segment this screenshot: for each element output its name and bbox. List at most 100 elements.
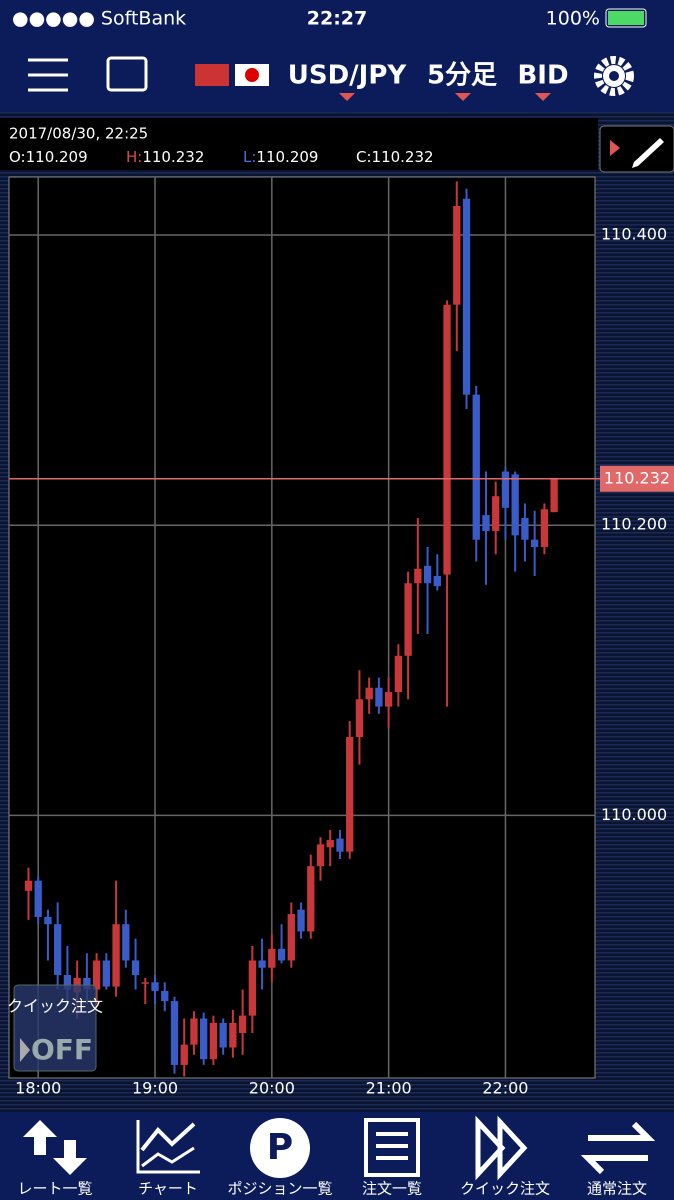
battery-fill: [608, 11, 644, 25]
candle-body: [102, 960, 110, 987]
carrier: ●●●●● SoftBank: [12, 8, 186, 30]
candle-body: [151, 982, 159, 991]
candle-body: [238, 1015, 247, 1034]
clock: 22:27: [307, 8, 367, 30]
candle-body: [63, 974, 72, 990]
high-value: 110.232: [142, 148, 204, 166]
menu-button[interactable]: [28, 58, 68, 92]
timeframe-selector[interactable]: 5分足: [427, 61, 497, 91]
candle-body: [54, 924, 62, 975]
candle-body: [423, 565, 432, 584]
dropdown-arrows: [339, 93, 551, 101]
candle-body: [112, 924, 120, 987]
candle-body: [83, 977, 91, 990]
y-tick-label: 110.400: [601, 225, 667, 244]
x-tick-label: 21:00: [366, 1079, 412, 1098]
quick-order-label: クイック注文: [7, 997, 103, 1016]
candle-body: [297, 909, 305, 932]
x-tick-label: 22:00: [482, 1079, 528, 1098]
ohlc-readout: O:110.209 H:110.232 L:110.209 C:110.232: [9, 148, 434, 166]
pair-selector[interactable]: USD/JPY: [288, 61, 408, 91]
candle-body: [472, 394, 480, 540]
candle-body: [530, 539, 539, 547]
tab-label: 注文一覧: [362, 1180, 422, 1198]
low-value: 110.209: [256, 148, 318, 166]
battery-level: 100%: [546, 8, 600, 30]
candle-body: [268, 948, 276, 968]
candle-body: [209, 1022, 218, 1060]
side-selector[interactable]: BID: [517, 61, 568, 91]
candle-body: [200, 1018, 208, 1060]
chart: 18:00 19:00 20:00 21:00 22:00 110.000 110.200 1…: [9, 177, 674, 1098]
draw-tool-button[interactable]: [599, 125, 674, 173]
candle-body: [219, 1022, 227, 1048]
header-bg: [0, 0, 674, 112]
candle-body: [365, 687, 373, 700]
x-tick-label: 18:00: [15, 1079, 61, 1098]
candle-body: [34, 880, 42, 917]
layout-button[interactable]: [106, 56, 148, 92]
candle-datetime: 2017/08/30, 22:25: [9, 125, 148, 143]
info-bg: [0, 118, 598, 170]
candle-body: [443, 304, 451, 575]
candle-body: [326, 840, 334, 848]
current-price-label: 110.232: [604, 468, 670, 487]
close-label: C:: [356, 148, 372, 166]
candle-body: [122, 924, 130, 961]
tab-bar: [0, 1112, 674, 1200]
tab-label: チャート: [138, 1180, 198, 1198]
battery-icon: [605, 8, 647, 28]
candle-body: [482, 515, 490, 532]
candle-body: [511, 474, 519, 536]
candle-body: [170, 1001, 179, 1065]
candle-body: [414, 568, 422, 584]
y-tick-label: 110.000: [601, 805, 667, 824]
candle-body: [375, 687, 383, 707]
x-tick-label: 19:00: [132, 1079, 178, 1098]
tab-label: クイック注文: [460, 1180, 550, 1198]
candle-body: [462, 198, 471, 395]
candle-body: [492, 496, 500, 532]
y-tick-label: 110.200: [601, 515, 667, 534]
tab-label: レート一覧: [17, 1180, 92, 1198]
candle-body: [433, 575, 441, 587]
tab-label: 通常注文: [587, 1180, 647, 1198]
candle-body: [307, 866, 315, 932]
candle-body: [501, 471, 510, 508]
candle-body: [287, 914, 295, 961]
x-tick-label: 20:00: [249, 1079, 295, 1098]
candle-body: [550, 478, 558, 513]
candle-body: [141, 982, 149, 984]
settings-button[interactable]: [594, 56, 634, 96]
candle-body: [44, 916, 52, 925]
candle-body: [190, 1018, 198, 1045]
high-label: H:: [126, 148, 142, 166]
candle-body: [258, 960, 266, 968]
candle-body: [540, 509, 549, 547]
candle-body: [92, 960, 101, 990]
svg-text:P: P: [267, 1127, 293, 1168]
candle-body: [316, 844, 325, 867]
candle-body: [346, 737, 354, 852]
candle-body: [404, 583, 412, 656]
open-value: 110.209: [26, 148, 88, 166]
quick-order-state: OFF: [31, 1033, 93, 1066]
candle-body: [384, 692, 393, 707]
candle-body: [336, 838, 344, 852]
candle-body: [161, 990, 169, 1002]
jp-flag-dot: [245, 68, 259, 82]
candle-body: [131, 960, 140, 975]
tab-icons: P: [23, 1115, 656, 1181]
candle-body: [229, 1022, 237, 1048]
candle-body: [453, 206, 461, 305]
us-flag: [195, 64, 229, 86]
candle-body: [24, 880, 33, 891]
candle-body: [521, 517, 529, 540]
close-value: 110.232: [372, 148, 434, 166]
quick-order-toggle[interactable]: クイック注文 OFF: [7, 984, 103, 1072]
tab-label: ポジション一覧: [227, 1180, 332, 1198]
plot-area: [8, 176, 596, 1079]
candle-body: [180, 1044, 188, 1065]
